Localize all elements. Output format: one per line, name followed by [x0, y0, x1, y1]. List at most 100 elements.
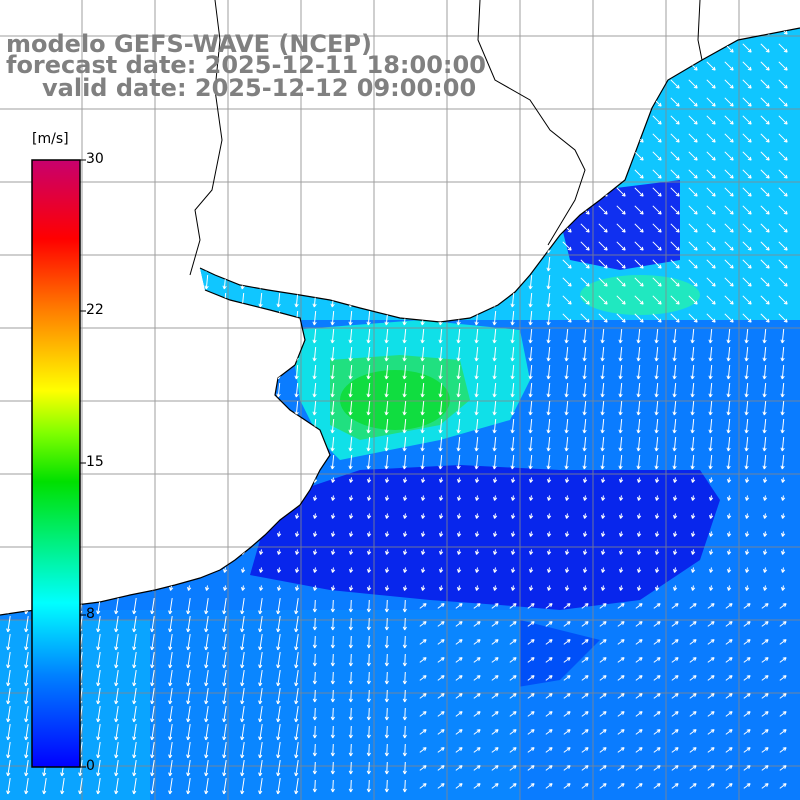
wind-arrow	[670, 259, 680, 269]
wind-arrow	[348, 400, 353, 416]
wind-arrow	[276, 724, 281, 741]
wind-arrow	[241, 585, 246, 591]
wind-arrow	[635, 603, 643, 609]
wind-arrow	[724, 133, 734, 143]
wind-arrow	[708, 454, 713, 470]
wind-arrow	[509, 639, 517, 645]
wind-arrow	[367, 567, 372, 573]
wind-arrow	[150, 616, 155, 633]
wind-arrow	[419, 693, 427, 699]
wind-arrow	[688, 97, 698, 107]
wind-arrow	[690, 364, 695, 380]
wind-arrow	[492, 382, 497, 398]
wind-arrow	[546, 292, 551, 308]
wind-arrow	[760, 313, 770, 323]
wind-arrow	[366, 707, 371, 721]
wind-arrow	[724, 187, 734, 197]
wind-arrow	[745, 513, 750, 519]
wind-arrow	[419, 729, 427, 735]
wind-arrow	[528, 328, 533, 344]
wind-arrow	[689, 675, 697, 681]
wind-arrow	[724, 223, 734, 233]
wind-arrow	[419, 675, 427, 681]
wind-arrow	[781, 477, 786, 483]
wind-arrow	[652, 313, 662, 323]
wind-arrow	[654, 364, 659, 380]
wind-arrow	[509, 765, 517, 771]
wind-arrow	[114, 760, 119, 777]
wind-arrow	[673, 477, 678, 483]
wind-arrow	[475, 531, 480, 537]
wind-arrow	[688, 277, 698, 287]
wind-arrow	[384, 346, 389, 362]
wind-arrow	[761, 603, 769, 609]
wind-arrow	[510, 382, 515, 398]
wind-arrow	[654, 382, 659, 398]
wind-arrow	[634, 223, 644, 233]
wind-arrow	[439, 513, 444, 519]
wind-arrow	[671, 693, 679, 699]
wind-arrow	[653, 711, 661, 717]
wind-arrow	[724, 259, 734, 269]
wind-arrow	[295, 585, 300, 591]
wind-arrow	[706, 313, 716, 323]
wind-arrow	[689, 639, 697, 645]
wind-arrow	[583, 585, 588, 591]
wind-arrow	[529, 495, 534, 501]
wind-arrow	[312, 761, 317, 775]
wind-arrow	[618, 382, 623, 398]
wind-arrow	[654, 436, 659, 452]
wind-arrow	[745, 567, 750, 573]
wind-arrow	[547, 549, 552, 555]
wind-arrow	[761, 729, 769, 735]
wind-arrow	[745, 531, 750, 537]
wind-arrow	[742, 241, 752, 251]
wind-arrow	[204, 724, 209, 741]
wind-arrow	[691, 531, 696, 537]
wind-arrow	[672, 436, 677, 452]
wind-arrow	[240, 760, 245, 777]
wind-arrow	[634, 151, 644, 161]
wind-arrow	[762, 436, 767, 452]
wind-arrow	[637, 531, 642, 537]
wind-arrow	[652, 295, 662, 305]
wind-arrow	[277, 567, 282, 573]
wind-arrow	[600, 346, 605, 362]
wind-arrow	[688, 241, 698, 251]
wind-arrow	[564, 382, 569, 398]
wind-arrow	[673, 531, 678, 537]
wind-arrow	[294, 670, 299, 687]
wind-arrow	[598, 277, 608, 287]
wind-arrow	[673, 585, 678, 591]
wind-arrow	[421, 531, 426, 537]
wind-arrow	[96, 760, 101, 777]
wind-arrow	[545, 783, 553, 789]
wind-arrow	[150, 724, 155, 741]
wind-arrow	[653, 783, 661, 789]
wind-arrow	[491, 639, 499, 645]
wind-arrow	[331, 495, 336, 501]
wind-arrow	[186, 670, 191, 687]
wind-arrow	[743, 783, 751, 789]
wind-arrow	[706, 97, 716, 107]
wind-arrow	[259, 549, 264, 555]
wind-arrow	[781, 531, 786, 537]
wind-arrow	[276, 670, 281, 687]
wind-arrow	[671, 603, 679, 609]
wind-arrow	[186, 706, 191, 723]
wind-arrow	[349, 513, 354, 519]
wind-arrow	[439, 531, 444, 537]
wind-arrow	[528, 382, 533, 398]
wind-arrow	[240, 670, 245, 687]
wind-arrow	[455, 603, 463, 609]
wind-arrow	[744, 418, 749, 434]
wind-arrow	[348, 328, 353, 344]
wind-arrow	[616, 223, 626, 233]
wind-arrow	[312, 707, 317, 721]
wind-arrow	[655, 495, 660, 501]
wind-arrow	[725, 729, 733, 735]
wind-arrow	[168, 724, 173, 741]
wind-arrow	[653, 765, 661, 771]
wind-arrow	[437, 657, 445, 663]
